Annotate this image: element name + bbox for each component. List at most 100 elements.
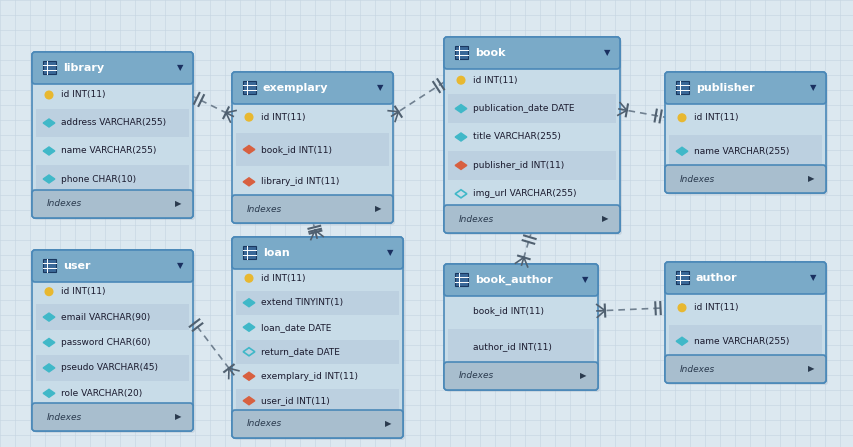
FancyBboxPatch shape	[445, 39, 621, 235]
FancyBboxPatch shape	[32, 190, 193, 218]
FancyBboxPatch shape	[664, 165, 825, 193]
FancyBboxPatch shape	[664, 72, 825, 193]
FancyBboxPatch shape	[243, 246, 256, 259]
Circle shape	[677, 114, 685, 122]
FancyBboxPatch shape	[444, 37, 619, 233]
Polygon shape	[44, 313, 55, 321]
Text: user: user	[63, 261, 90, 271]
Text: Indexes: Indexes	[247, 204, 282, 214]
Text: exemplary: exemplary	[263, 83, 328, 93]
FancyBboxPatch shape	[448, 180, 615, 208]
FancyBboxPatch shape	[666, 74, 827, 195]
Text: book: book	[474, 48, 505, 58]
Text: pseudo VARCHAR(45): pseudo VARCHAR(45)	[61, 363, 158, 372]
Text: id INT(11): id INT(11)	[61, 287, 106, 296]
FancyBboxPatch shape	[235, 388, 398, 413]
Text: book_author: book_author	[474, 275, 552, 285]
Polygon shape	[455, 161, 467, 169]
Text: id INT(11): id INT(11)	[61, 90, 106, 100]
Text: ▼: ▼	[376, 84, 383, 93]
FancyBboxPatch shape	[668, 291, 821, 325]
Text: exemplary_id INT(11): exemplary_id INT(11)	[261, 372, 357, 381]
FancyBboxPatch shape	[455, 46, 467, 59]
Polygon shape	[243, 178, 254, 186]
Text: ▶: ▶	[807, 364, 813, 374]
Polygon shape	[243, 145, 254, 154]
FancyBboxPatch shape	[448, 151, 615, 180]
FancyBboxPatch shape	[232, 195, 392, 223]
Text: publication_date DATE: publication_date DATE	[473, 104, 574, 113]
Circle shape	[245, 114, 252, 121]
FancyBboxPatch shape	[444, 264, 597, 296]
Text: book_id INT(11): book_id INT(11)	[473, 307, 543, 316]
FancyBboxPatch shape	[444, 205, 619, 233]
Text: ▶: ▶	[807, 174, 813, 184]
Text: id INT(11): id INT(11)	[693, 113, 738, 122]
Text: extend TINYINT(1): extend TINYINT(1)	[261, 298, 343, 307]
Text: ▶: ▶	[385, 419, 391, 429]
Polygon shape	[44, 364, 55, 372]
FancyBboxPatch shape	[43, 259, 56, 272]
Text: email VARCHAR(90): email VARCHAR(90)	[61, 312, 150, 321]
FancyBboxPatch shape	[235, 166, 389, 198]
FancyBboxPatch shape	[32, 52, 193, 84]
FancyBboxPatch shape	[36, 304, 189, 330]
Polygon shape	[44, 175, 55, 183]
FancyBboxPatch shape	[235, 315, 398, 340]
Text: author: author	[695, 273, 737, 283]
FancyBboxPatch shape	[668, 101, 821, 135]
Text: user_id INT(11): user_id INT(11)	[261, 396, 329, 405]
Text: publisher: publisher	[695, 83, 754, 93]
FancyBboxPatch shape	[448, 123, 615, 151]
Text: ▼: ▼	[581, 275, 588, 284]
Text: ▶: ▶	[374, 204, 380, 214]
Text: phone CHAR(10): phone CHAR(10)	[61, 174, 136, 184]
Text: address VARCHAR(255): address VARCHAR(255)	[61, 118, 166, 127]
FancyBboxPatch shape	[36, 380, 189, 406]
FancyBboxPatch shape	[34, 252, 194, 433]
FancyBboxPatch shape	[34, 54, 194, 220]
Text: library: library	[63, 63, 104, 73]
FancyBboxPatch shape	[448, 293, 594, 329]
Text: book_id INT(11): book_id INT(11)	[261, 145, 332, 154]
Text: ▼: ▼	[809, 84, 815, 93]
Circle shape	[456, 76, 464, 84]
Text: Indexes: Indexes	[458, 371, 494, 380]
FancyBboxPatch shape	[235, 364, 398, 388]
Polygon shape	[243, 372, 254, 380]
FancyBboxPatch shape	[666, 264, 827, 385]
Text: loan_date DATE: loan_date DATE	[261, 323, 331, 332]
FancyBboxPatch shape	[444, 362, 597, 390]
FancyBboxPatch shape	[36, 279, 189, 304]
FancyBboxPatch shape	[234, 74, 395, 225]
Text: role VARCHAR(20): role VARCHAR(20)	[61, 389, 142, 398]
Polygon shape	[44, 147, 55, 155]
FancyBboxPatch shape	[444, 37, 619, 69]
Text: Indexes: Indexes	[47, 413, 82, 422]
FancyBboxPatch shape	[243, 81, 256, 94]
Text: ▼: ▼	[809, 274, 815, 283]
Circle shape	[45, 91, 53, 99]
Text: Indexes: Indexes	[458, 215, 494, 224]
Polygon shape	[455, 133, 467, 141]
Text: ▼: ▼	[386, 249, 392, 257]
FancyBboxPatch shape	[32, 250, 193, 431]
FancyBboxPatch shape	[36, 330, 189, 355]
Polygon shape	[243, 323, 254, 331]
FancyBboxPatch shape	[32, 403, 193, 431]
Text: name VARCHAR(255): name VARCHAR(255)	[61, 147, 156, 156]
FancyBboxPatch shape	[444, 264, 597, 390]
Text: name VARCHAR(255): name VARCHAR(255)	[693, 337, 788, 346]
FancyBboxPatch shape	[32, 250, 193, 282]
FancyBboxPatch shape	[448, 66, 615, 94]
Text: ▼: ▼	[603, 49, 610, 58]
Text: ▼: ▼	[177, 261, 183, 270]
Text: id INT(11): id INT(11)	[261, 274, 305, 283]
FancyBboxPatch shape	[448, 94, 615, 123]
Polygon shape	[676, 147, 687, 155]
Circle shape	[245, 274, 252, 282]
FancyBboxPatch shape	[232, 410, 403, 438]
Polygon shape	[243, 396, 254, 405]
FancyBboxPatch shape	[668, 135, 821, 168]
FancyBboxPatch shape	[445, 266, 600, 392]
